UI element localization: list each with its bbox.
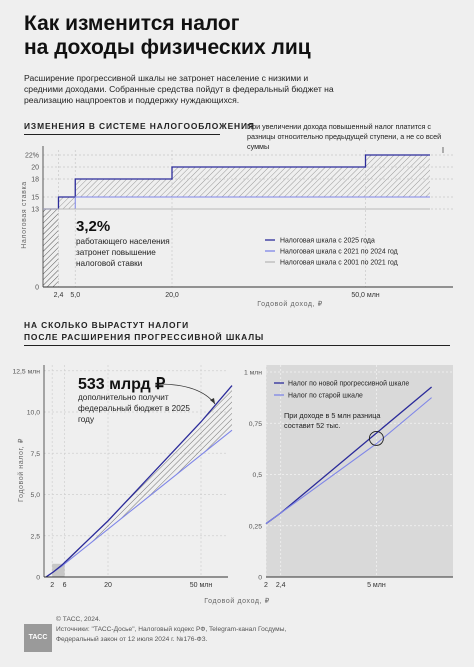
zoom-legend-label: Налог по старой шкале xyxy=(288,392,363,400)
tax-x-tick: 6 xyxy=(63,582,67,589)
rate-series-line xyxy=(43,154,430,210)
rate-x-label: Годовой доход, ₽ xyxy=(257,300,323,308)
zoom-x-tick: 5 млн xyxy=(367,582,386,589)
rate-y-label: Налоговая ставка xyxy=(21,181,28,249)
zoom-y-tick: 0,25 xyxy=(249,523,262,530)
rate-y-tick: 22% xyxy=(25,153,39,160)
zoom-y-tick: 1 млн xyxy=(244,370,262,377)
tax-y-tick: 12,5 млн xyxy=(12,368,40,375)
section1-note: При увеличении дохода повышенный налог п… xyxy=(247,122,442,151)
rate-y-tick: 0 xyxy=(35,285,39,292)
section1-title: ИЗМЕНЕНИЯ В СИСТЕМЕ НАЛОГООБЛОЖЕНИЯ xyxy=(24,121,255,131)
rate-y-tick: 18 xyxy=(31,177,39,184)
callout1-value: 3,2% xyxy=(76,218,111,235)
page-title: Как изменится налог на доходы физических… xyxy=(24,12,311,60)
tass-logo: ТАСС xyxy=(24,624,52,652)
rate-y-tick: 20 xyxy=(31,165,39,172)
tax-x-tick: 50 млн xyxy=(190,582,213,589)
rate-step-chart: 0 13 15 18 20 22% 2,4 5,0 20,0 50,0 млн Годовой до… xyxy=(21,146,453,308)
tax-y-tick: 5,0 xyxy=(31,492,41,499)
rate-legend-label: Налоговая шкала с 2001 по 2021 год xyxy=(280,260,398,267)
footer: © ТАСС, 2024. Источники: "ТАСС-Досье", Н… xyxy=(56,615,286,645)
rate-increase-hatch xyxy=(58,197,76,209)
tax-y-tick: 0 xyxy=(36,575,40,582)
rate-y-tick: 13 xyxy=(31,207,39,214)
tax-y-tick: 7,5 xyxy=(31,451,41,458)
zoom-x-tick: 2 xyxy=(264,582,268,589)
section2-title-line2: ПОСЛЕ РАСШИРЕНИЯ ПРОГРЕССИВНОЙ ШКАЛЫ xyxy=(24,332,265,342)
tax-x-label: Годовой доход, ₽ xyxy=(204,597,270,605)
callout2-value: 533 млрд ₽ xyxy=(78,376,166,393)
title-line-1: Как изменится налог xyxy=(24,12,240,35)
tax-y-label: Годовой налог, ₽ xyxy=(17,438,25,502)
tax-x-tick: 2 xyxy=(50,582,54,589)
rate-legend-label: Налоговая шкала с 2025 года xyxy=(280,238,375,245)
tax-y-tick: 10,0 xyxy=(27,410,40,417)
rate-y-tick: 15 xyxy=(31,195,39,202)
zoom-y-tick: 0,75 xyxy=(249,421,262,428)
tax-new-line xyxy=(45,385,233,578)
rate-base-hatch xyxy=(43,209,59,287)
footer-sources: Источники: "ТАСС-Досье", Налоговый кодек… xyxy=(56,626,287,633)
zoom-legend-label: Налог по новой прогрессивной шкале xyxy=(288,380,409,388)
tax-zoom-region xyxy=(52,563,65,577)
intro-text: Расширение прогрессивной шкалы не затрон… xyxy=(24,73,334,105)
section1-rule xyxy=(24,134,220,135)
tax-zoom-chart: 0 0,25 0,5 0,75 1 млн 2 2,4 5 млн Налог по новой… xyxy=(244,365,453,589)
zoom-x-tick: 2,4 xyxy=(276,582,286,589)
zoom-series-line xyxy=(265,397,432,525)
callout1-text: работающего населения затронет повышение… xyxy=(76,237,170,268)
rate-x-tick: 5,0 xyxy=(70,292,80,299)
zoom-y-tick: 0 xyxy=(258,575,262,582)
section2-rule xyxy=(24,345,450,346)
zoom-panel-bg xyxy=(266,365,453,577)
difference-marker xyxy=(368,430,384,446)
rate-x-tick: 50,0 млн xyxy=(351,292,379,299)
rate-x-tick: 2,4 xyxy=(54,292,64,299)
rate-increase-hatch xyxy=(75,179,172,197)
callout2-arrowhead xyxy=(210,398,215,404)
rate-increase-hatch xyxy=(172,167,366,197)
tax-y-tick: 2,5 xyxy=(31,533,41,540)
footer-copyright: © ТАСС, 2024. xyxy=(56,616,101,623)
callout3-text: При доходе в 5 млн разница составит 52 т… xyxy=(284,411,381,430)
rate-increase-hatch xyxy=(365,155,430,197)
footer-law: Федеральный закон от 12 июля 2024 г. №17… xyxy=(56,636,208,643)
callout2-text: дополнительно получит федеральный бюджет… xyxy=(78,393,190,424)
rate-x-tick: 20,0 xyxy=(165,292,179,299)
rate-legend-label: Налоговая шкала с 2021 по 2024 год xyxy=(280,249,398,256)
title-line-2: на доходы физических лиц xyxy=(24,36,311,59)
rate-series-line xyxy=(43,196,430,210)
zoom-y-tick: 0,5 xyxy=(253,472,263,479)
tax-x-tick: 20 xyxy=(104,582,112,589)
section2-title-line1: НА СКОЛЬКО ВЫРАСТУТ НАЛОГИ xyxy=(24,320,190,330)
